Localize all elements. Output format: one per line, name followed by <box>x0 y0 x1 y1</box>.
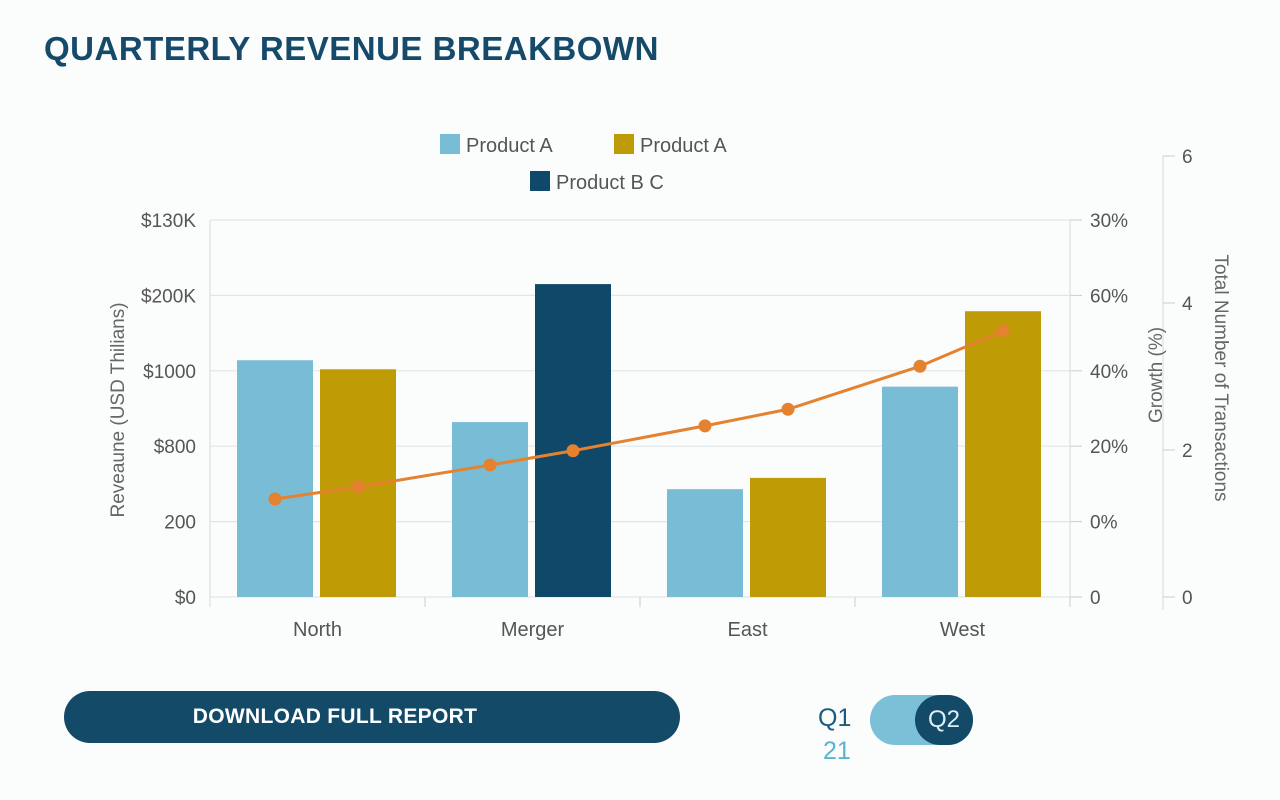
legend-swatch <box>614 134 634 154</box>
transactions-tick-label: 2 <box>1182 441 1193 462</box>
category-label: North <box>293 619 342 641</box>
growth-point <box>996 324 1010 338</box>
bar-merger-0 <box>452 422 528 597</box>
legend-swatch <box>530 171 550 191</box>
bar-west-1 <box>965 311 1041 597</box>
left-tick-label: $130K <box>141 211 196 232</box>
growth-tick-label: 60% <box>1090 286 1128 307</box>
growth-point <box>698 419 712 433</box>
bar-east-0 <box>667 489 743 597</box>
download-report-button[interactable]: DOWNLOAD FULL REPORT <box>64 691 680 743</box>
transactions-tick-label: 0 <box>1182 588 1193 609</box>
page-title: QUARTERLY REVENUE BREAKBOWN <box>44 30 659 67</box>
bar-north-0 <box>237 360 313 597</box>
growth-tick-label: 30% <box>1090 211 1128 232</box>
toggle-knob-q2[interactable]: Q2 <box>915 695 973 745</box>
growth-point <box>268 492 282 506</box>
category-label: East <box>727 619 767 641</box>
growth-line <box>274 329 1004 501</box>
growth-point <box>913 359 927 373</box>
left-tick-label: $800 <box>154 437 196 458</box>
bar-merger-1 <box>535 284 611 597</box>
revenue-chart: $0 0 200 0% $800 20% $1000 40% $200K 60% $130K 30% 0… <box>108 134 1231 641</box>
growth-tick-label: 0% <box>1090 513 1118 534</box>
legend-label: Product A <box>640 135 727 157</box>
left-tick-label: $200K <box>141 286 196 307</box>
left-axis-title: Reveaune (USD Thilians) <box>108 302 129 517</box>
legend-label: Product A <box>466 135 553 157</box>
left-tick-label: $1000 <box>143 362 196 383</box>
transactions-tick-label: 4 <box>1182 294 1193 315</box>
left-tick-label: 200 <box>164 513 196 534</box>
transactions-tick-label: 6 <box>1182 147 1193 168</box>
category-label: Merger <box>501 619 565 641</box>
growth-point <box>483 458 497 472</box>
growth-tick-label: 20% <box>1090 437 1128 458</box>
growth-point <box>781 402 795 416</box>
transactions-axis-title: Total Number of Transactions <box>1210 254 1231 501</box>
growth-tick-label: 40% <box>1090 362 1128 383</box>
left-tick-label: $0 <box>175 588 196 609</box>
bar-west-0 <box>882 386 958 597</box>
bar-east-1 <box>750 477 826 597</box>
growth-tick-label: 0 <box>1090 588 1101 609</box>
toggle-q1-sub: 21 <box>823 737 851 765</box>
legend-label: Product B C <box>556 172 664 194</box>
category-label: West <box>940 619 986 641</box>
toggle-q1-label[interactable]: Q1 <box>818 704 852 732</box>
legend-swatch <box>440 134 460 154</box>
growth-axis-title: Growth (%) <box>1146 327 1167 423</box>
quarter-toggle[interactable]: Q2 <box>870 695 973 745</box>
growth-point <box>566 444 580 458</box>
growth-point <box>351 480 365 494</box>
